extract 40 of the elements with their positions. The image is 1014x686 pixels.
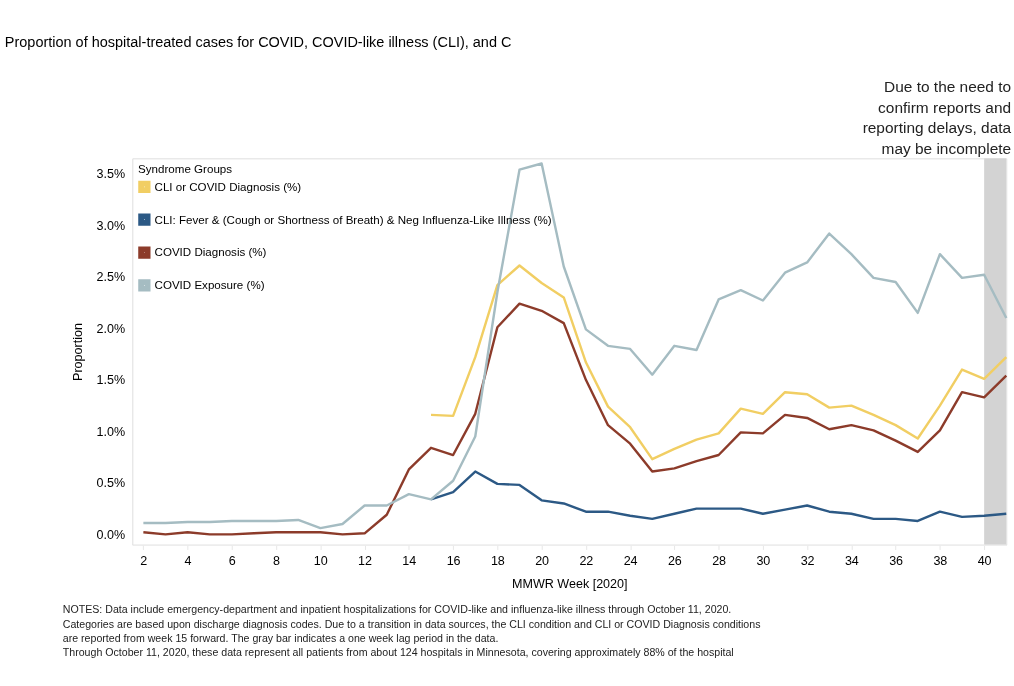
- x-tick-label: 24: [623, 554, 638, 569]
- x-tick-label: 38: [933, 554, 948, 569]
- y-tick-label: 3.0%: [96, 218, 126, 233]
- x-tick-label: 40: [977, 554, 992, 569]
- line-series: [429, 264, 1008, 461]
- y-tick-label: 1.0%: [96, 424, 126, 439]
- text: NOTES: Data include emergency-department and inpatient hospitalizations for COVID-like and influenza-like illness through October 11, 2020. Categories are based upon discharge diagnosis codes. Due to a transition in data sources, the CLI condition and CLI or COVID Diagnosis conditions are reported from week 15 forward. The gray bar indicates a one week lag period in the data. Through October 11, 2020, these data represent all patients from about 124 hospitals in Minnesota, covering approximately 88% of the hospital: [62, 603, 761, 659]
- y-tick-label: 0.5%: [96, 476, 126, 491]
- x-tick-label: 18: [490, 554, 505, 569]
- chart-title: Proportion of hospital-treated cases for COVID, COVID-like illness (CLI), and C: [4, 34, 512, 51]
- legend-title: Syndrome Groups: [138, 162, 233, 175]
- legend-label: CLI: Fever & (Cough or Shortness of Breath) & Neg Influenza-Like Illness (%): [154, 213, 552, 226]
- x-tick-label: 32: [800, 554, 815, 569]
- y-tick-label: 3.5%: [96, 167, 126, 182]
- y-tick-label: 0.0%: [96, 527, 126, 542]
- x-tick-label: 16: [446, 554, 461, 569]
- x-tick-label: 2: [140, 554, 148, 569]
- x-tick-label: 36: [889, 554, 904, 569]
- x-tick-label: 14: [402, 554, 417, 569]
- x-tick-label: 26: [667, 554, 682, 569]
- y-axis-title: Proportion: [70, 323, 85, 381]
- y-tick-label: 1.5%: [96, 373, 126, 388]
- x-tick-label: 28: [712, 554, 727, 569]
- x-tick-label: 22: [579, 554, 594, 569]
- x-tick-label: 34: [844, 554, 859, 569]
- y-tick-label: 2.5%: [96, 270, 126, 285]
- legend-label: COVID Exposure (%): [154, 279, 265, 292]
- x-tick-label: 20: [535, 554, 550, 569]
- line-series: [142, 302, 1008, 536]
- x-tick-label: 30: [756, 554, 771, 569]
- x-tick-label: 8: [273, 554, 281, 569]
- y-tick-label: 2.0%: [96, 321, 126, 336]
- x-tick-label: 6: [228, 554, 236, 569]
- x-tick-label: 4: [184, 554, 192, 569]
- x-tick-label: 10: [313, 554, 328, 569]
- legend-label: CLI or COVID Diagnosis (%): [154, 180, 302, 193]
- legend-label: COVID Diagnosis (%): [154, 246, 267, 259]
- x-axis-title: MMWR Week [2020]: [512, 576, 628, 591]
- x-tick-label: 12: [358, 554, 373, 569]
- text: Due to the need to confirm reports and reporting delays, data may be incomplete: [862, 77, 1012, 158]
